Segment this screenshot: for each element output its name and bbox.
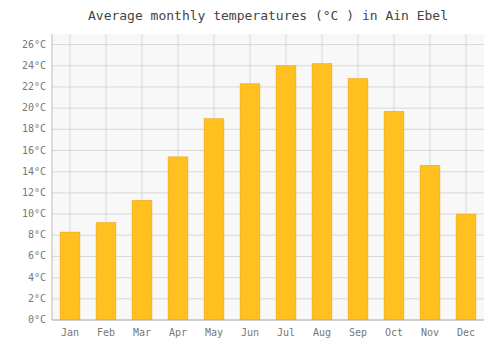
bar: [312, 64, 332, 320]
plot-background: [52, 34, 484, 320]
bar: [96, 223, 116, 320]
y-tick-label: 22°C: [22, 81, 46, 92]
y-grid-line: [52, 150, 484, 151]
x-tick-label: Dec: [457, 327, 475, 338]
y-tick-label: 20°C: [22, 102, 46, 113]
y-grid-line: [52, 214, 484, 215]
bars: [60, 64, 476, 320]
bar: [384, 111, 404, 320]
y-tick-label: 0°C: [28, 314, 46, 325]
x-axis-line: [52, 320, 484, 321]
y-grid-line: [52, 129, 484, 130]
x-tick-label: Feb: [97, 327, 115, 338]
y-grid-line: [52, 65, 484, 66]
y-grid-line: [52, 171, 484, 172]
grid: [52, 34, 484, 320]
bar: [420, 165, 440, 320]
bar: [348, 78, 368, 320]
y-grid-line: [52, 277, 484, 278]
chart: 0°C 2°C 4°C 6°C 8°C 10°C 12°C 14°C 16°C 18°C 20°C 2…: [0, 0, 500, 350]
y-tick-label: 4°C: [28, 272, 46, 283]
x-tick-label: Jan: [61, 327, 79, 338]
y-tick-label: 26°C: [22, 39, 46, 50]
x-tick-label: Apr: [169, 327, 187, 338]
y-tick-label: 8°C: [28, 229, 46, 240]
y-grid-line: [52, 44, 484, 45]
bar: [276, 66, 296, 320]
x-tick-label: Sep: [349, 327, 367, 338]
x-tick-label: Aug: [313, 327, 331, 338]
x-tick-label: Jul: [277, 327, 295, 338]
y-tick-label: 16°C: [22, 145, 46, 156]
y-tick-label: 12°C: [22, 187, 46, 198]
bar: [168, 157, 188, 320]
y-grid-line: [52, 298, 484, 299]
y-tick-label: 18°C: [22, 123, 46, 134]
bar: [204, 119, 224, 320]
title: Average monthly temperatures (°C ) in Ai…: [88, 8, 448, 23]
y-grid-line: [52, 235, 484, 236]
y-tick-label: 24°C: [22, 60, 46, 71]
y-grid-line: [52, 320, 484, 321]
x-tick-label: Mar: [133, 327, 151, 338]
bar: [132, 200, 152, 320]
y-tick-label: 6°C: [28, 250, 46, 261]
x-tick-label: Oct: [385, 327, 403, 338]
x-tick-label: Jun: [241, 327, 259, 338]
x-tick-label: Nov: [421, 327, 439, 338]
y-grid-line: [52, 256, 484, 257]
chart-container: 0°C 2°C 4°C 6°C 8°C 10°C 12°C 14°C 16°C 18°C 20°C 2…: [0, 0, 500, 350]
y-grid-line: [52, 86, 484, 87]
y-tick-label: 10°C: [22, 208, 46, 219]
bar: [60, 232, 80, 320]
y-grid-line: [52, 108, 484, 109]
y-grid-line: [52, 192, 484, 193]
bar: [456, 214, 476, 320]
bar: [240, 84, 260, 320]
y-axis-line: [52, 34, 53, 320]
y-tick-label: 2°C: [28, 293, 46, 304]
y-tick-label: 14°C: [22, 166, 46, 177]
x-tick-label: May: [205, 327, 223, 338]
